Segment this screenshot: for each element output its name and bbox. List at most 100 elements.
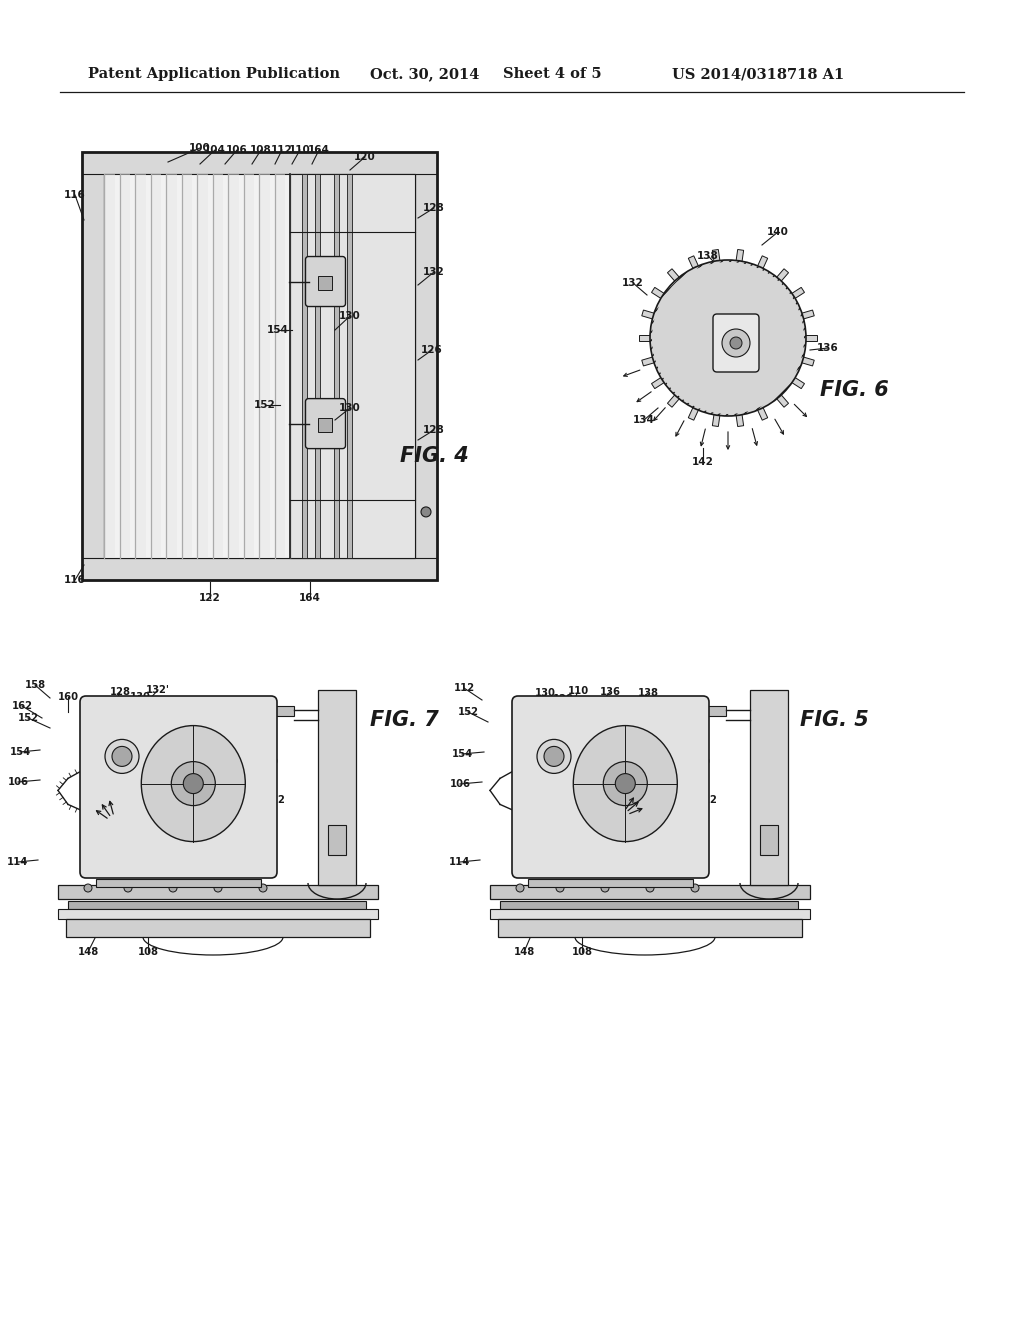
- Bar: [490, 909, 810, 919]
- Polygon shape: [776, 395, 788, 408]
- Bar: [82, 152, 437, 174]
- Ellipse shape: [105, 739, 139, 774]
- Bar: [266, 706, 294, 715]
- Bar: [166, 174, 177, 558]
- Text: 128: 128: [553, 694, 573, 704]
- Bar: [500, 902, 798, 909]
- Text: 148: 148: [78, 946, 98, 957]
- Bar: [120, 174, 130, 558]
- Polygon shape: [736, 413, 743, 426]
- Bar: [318, 690, 356, 884]
- Polygon shape: [642, 356, 655, 366]
- Text: 132': 132': [146, 685, 170, 696]
- Text: 138: 138: [638, 688, 658, 698]
- Text: FIG. 7: FIG. 7: [370, 710, 438, 730]
- Text: 100: 100: [189, 143, 211, 153]
- Bar: [274, 174, 286, 558]
- Polygon shape: [792, 288, 805, 298]
- Text: 110: 110: [289, 145, 311, 154]
- Bar: [698, 706, 726, 715]
- Text: FIG. 6: FIG. 6: [820, 380, 889, 400]
- Ellipse shape: [141, 726, 246, 842]
- Bar: [82, 152, 437, 579]
- Text: 134: 134: [626, 775, 646, 785]
- Circle shape: [516, 884, 524, 892]
- Polygon shape: [642, 310, 655, 319]
- Circle shape: [603, 762, 647, 805]
- Bar: [315, 174, 319, 558]
- Text: 130: 130: [339, 312, 360, 321]
- Circle shape: [169, 884, 177, 892]
- Text: 116: 116: [65, 190, 86, 201]
- Text: 158: 158: [25, 680, 45, 690]
- Polygon shape: [801, 356, 814, 366]
- Polygon shape: [713, 249, 720, 263]
- Text: 136: 136: [599, 686, 621, 697]
- Bar: [104, 174, 415, 558]
- Text: 106: 106: [7, 777, 29, 787]
- FancyBboxPatch shape: [305, 399, 345, 449]
- Circle shape: [544, 746, 564, 767]
- Text: 122: 122: [199, 593, 221, 603]
- Bar: [96, 879, 261, 887]
- Circle shape: [171, 762, 215, 805]
- Text: 130: 130: [339, 403, 360, 413]
- Circle shape: [84, 884, 92, 892]
- Text: 132: 132: [623, 279, 644, 288]
- Text: 122: 122: [696, 795, 718, 805]
- Text: 108: 108: [250, 145, 272, 154]
- Text: 120: 120: [258, 756, 279, 767]
- FancyBboxPatch shape: [512, 696, 709, 878]
- Text: 132: 132: [607, 698, 629, 708]
- Circle shape: [556, 884, 564, 892]
- Text: 106: 106: [450, 779, 470, 789]
- Circle shape: [112, 746, 132, 767]
- Bar: [415, 152, 437, 579]
- Text: Sheet 4 of 5: Sheet 4 of 5: [503, 67, 602, 81]
- Bar: [104, 174, 115, 558]
- FancyBboxPatch shape: [80, 696, 278, 878]
- Bar: [750, 690, 788, 884]
- Circle shape: [722, 329, 750, 356]
- Text: 140: 140: [767, 227, 788, 238]
- Bar: [66, 919, 370, 937]
- Bar: [244, 174, 254, 558]
- Text: 114: 114: [7, 857, 29, 867]
- Bar: [347, 174, 352, 558]
- Polygon shape: [651, 288, 665, 298]
- Text: 142: 142: [692, 457, 714, 467]
- Ellipse shape: [537, 739, 571, 774]
- Polygon shape: [639, 335, 651, 341]
- Bar: [302, 174, 307, 558]
- Bar: [82, 152, 104, 579]
- Text: FIG. 4: FIG. 4: [400, 446, 469, 466]
- Text: 112: 112: [454, 682, 474, 693]
- Text: 152: 152: [458, 708, 478, 717]
- Circle shape: [730, 337, 742, 348]
- Text: 106: 106: [226, 145, 248, 154]
- Text: 144: 144: [248, 698, 268, 708]
- Polygon shape: [758, 256, 768, 269]
- Polygon shape: [668, 395, 680, 408]
- Text: 148: 148: [513, 946, 535, 957]
- Text: FIG. 5: FIG. 5: [800, 710, 868, 730]
- Bar: [328, 825, 346, 855]
- Polygon shape: [688, 256, 698, 269]
- Polygon shape: [713, 413, 720, 426]
- Text: 164: 164: [308, 145, 330, 154]
- Text: 128: 128: [110, 686, 130, 697]
- Text: 110: 110: [567, 686, 589, 696]
- Bar: [181, 174, 193, 558]
- Text: 154: 154: [9, 747, 31, 756]
- Bar: [317, 417, 332, 432]
- Polygon shape: [776, 269, 788, 281]
- Text: 152: 152: [17, 713, 39, 723]
- Text: 108: 108: [137, 946, 159, 957]
- Bar: [58, 884, 378, 899]
- FancyBboxPatch shape: [305, 256, 345, 306]
- Circle shape: [646, 884, 654, 892]
- Text: 164: 164: [299, 593, 321, 603]
- Circle shape: [691, 884, 699, 892]
- Text: 130: 130: [130, 692, 151, 702]
- Bar: [760, 825, 778, 855]
